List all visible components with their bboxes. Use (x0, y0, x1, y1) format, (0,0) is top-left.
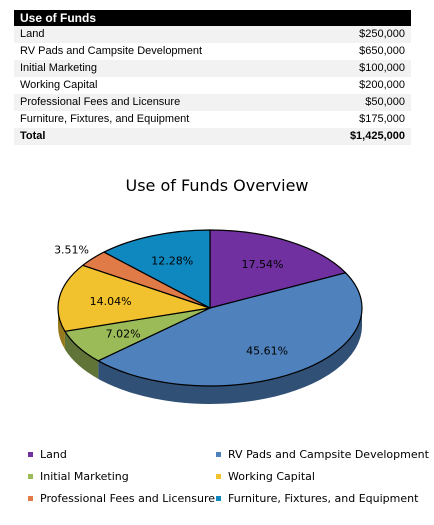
use-of-funds-table: Use of Funds Land $250,000 RV Pads and C… (14, 10, 411, 145)
legend-item: RV Pads and Campsite Development (216, 448, 429, 462)
row-amount: $200,000 (359, 79, 405, 91)
legend-swatch (28, 495, 33, 501)
row-label: Initial Marketing (20, 62, 98, 74)
total-amount: $1,425,000 (349, 130, 405, 142)
table-header: Use of Funds (14, 10, 411, 26)
row-label: Furniture, Fixtures, and Equipment (20, 113, 190, 125)
table-row: Working Capital $200,000 (14, 77, 411, 94)
row-label: Professional Fees and Licensure (20, 96, 181, 108)
pie-data-label: 17.54% (242, 258, 284, 271)
table-row: Professional Fees and Licensure $50,000 (14, 94, 411, 111)
pie-slice (57, 264, 211, 332)
legend-item: Working Capital (216, 470, 315, 484)
pie-chart: 17.54% 45.61% 7.02% 14.04% 3.51% 12.28% (54, 229, 363, 405)
row-amount: $650,000 (359, 45, 405, 57)
table-row: RV Pads and Campsite Development $650,00… (14, 43, 411, 60)
legend-swatch (216, 451, 221, 457)
table-row: Initial Marketing $100,000 (14, 60, 411, 77)
legend-label: RV Pads and Campsite Development (228, 448, 429, 461)
row-amount: $50,000 (365, 96, 405, 108)
legend-item: Professional Fees and Licensure (28, 492, 215, 506)
legend-label: Initial Marketing (40, 470, 129, 483)
pie-slice-side (58, 308, 65, 350)
row-amount: $175,000 (359, 113, 405, 125)
pie-slice (103, 229, 211, 309)
pie-slice-side (64, 331, 99, 379)
chart-title: Use of Funds Overview (125, 176, 309, 195)
legend-item: Land (28, 448, 67, 462)
pie-slice-side (98, 308, 362, 405)
row-label: Land (20, 28, 45, 40)
pie-data-label: 45.61% (246, 344, 288, 357)
total-label: Total (20, 130, 46, 142)
pie-data-label: 7.02% (106, 328, 141, 341)
legend-swatch (216, 495, 221, 501)
legend-item: Furniture, Fixtures, and Equipment (216, 492, 418, 506)
legend-label: Working Capital (228, 470, 315, 483)
pie-slice (209, 229, 347, 309)
chart-legend: Land RV Pads and Campsite Development Init… (0, 444, 434, 525)
legend-swatch (28, 473, 33, 479)
legend-label: Professional Fees and Licensure (40, 492, 216, 505)
pie-data-label: 14.04% (90, 295, 132, 308)
pie-slice (97, 272, 363, 387)
legend-swatch (216, 473, 221, 479)
pie-data-label: 3.51% (54, 243, 89, 256)
row-label: RV Pads and Campsite Development (20, 45, 203, 57)
row-amount: $250,000 (359, 28, 405, 40)
legend-label: Land (40, 448, 67, 461)
table-row: Furniture, Fixtures, and Equipment $175,… (14, 111, 411, 128)
legend-label: Furniture, Fixtures, and Equipment (228, 492, 419, 505)
table-row: Land $250,000 (14, 26, 411, 43)
row-amount: $100,000 (359, 62, 405, 74)
legend-item: Initial Marketing (28, 470, 129, 484)
legend-swatch (28, 451, 33, 457)
pie-data-label: 12.28% (151, 254, 193, 267)
row-label: Working Capital (20, 79, 98, 91)
table-total-row: Total $1,425,000 (14, 128, 411, 145)
